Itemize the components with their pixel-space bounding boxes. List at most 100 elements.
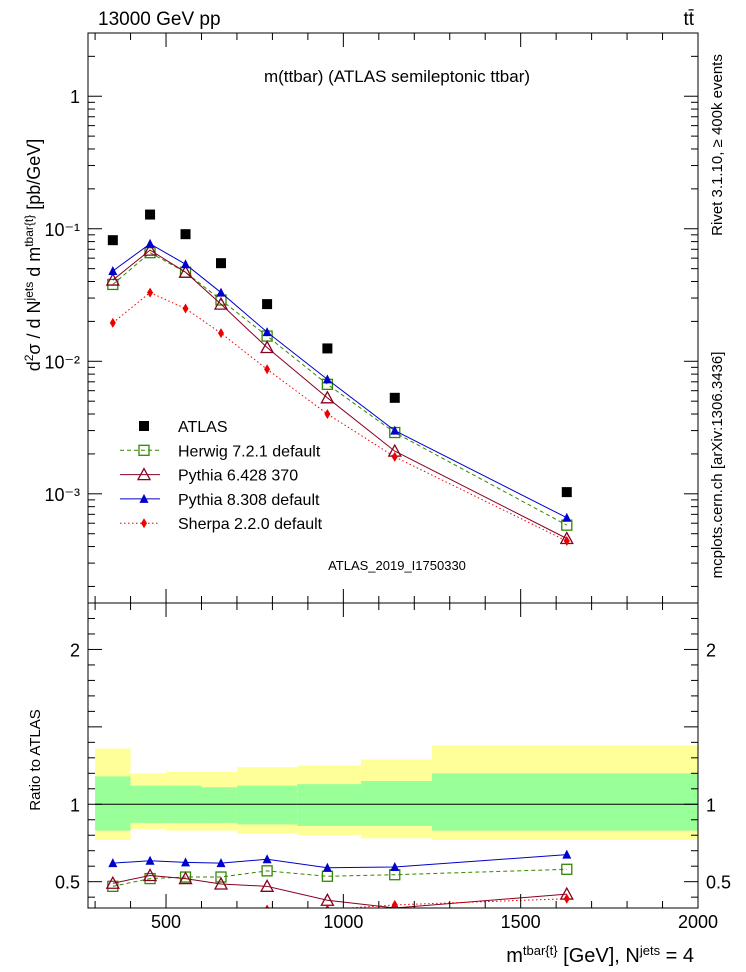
ratio-y-tick-label: 1 bbox=[70, 795, 80, 815]
series-line-herwig-7-2-1-default bbox=[112, 252, 568, 526]
data-point-pythia-8-308-default bbox=[562, 512, 572, 522]
data-point-pythia-8-308-default bbox=[216, 858, 226, 868]
series-line-pythia-8-308-default bbox=[112, 854, 567, 869]
data-point-sherpa-2-2-0-default bbox=[325, 904, 330, 908]
x-tick-label: 500 bbox=[151, 912, 181, 932]
legend-label-pythia-8-308-default: Pythia 8.308 default bbox=[178, 492, 320, 509]
data-point-atlas bbox=[389, 392, 400, 403]
data-point-sherpa-2-2-0-default bbox=[265, 904, 270, 908]
legend: ATLAS Herwig 7.2.1 default Pythia 6.428 37… bbox=[120, 419, 323, 533]
legend-marker-atlas bbox=[139, 421, 149, 431]
data-point-herwig-7-2-1-default bbox=[261, 865, 273, 877]
data-point-pythia-6-428-370 bbox=[178, 264, 193, 278]
data-point-sherpa-2-2-0-default bbox=[147, 287, 154, 298]
data-point-pythia-6-428-370 bbox=[178, 871, 193, 885]
main-y-axis-label: d2σ / d Njets d mtbar{t} [pb/GeV] bbox=[22, 139, 44, 372]
data-point-sherpa-2-2-0-default bbox=[324, 409, 331, 420]
data-point-sherpa-2-2-0-default bbox=[391, 451, 398, 462]
uncertainty-band-inner bbox=[236, 785, 298, 825]
ratio-panel: 500 1000 1500 2000 0.5 0.5 1 1 2 2 Ratio to ATLAS… bbox=[27, 602, 731, 968]
data-point-pythia-8-308-default bbox=[108, 266, 118, 276]
uncertainty-band-inner bbox=[95, 776, 131, 831]
series-line-pythia-6-428-370 bbox=[112, 874, 567, 908]
data-point-pythia-6-428-370 bbox=[320, 390, 335, 404]
ratio-y-tick-label: 2 bbox=[70, 640, 80, 660]
data-point-pythia-8-308-default bbox=[108, 858, 118, 868]
rivet-label: Rivet 3.1.10, ≥ 400k events bbox=[709, 54, 726, 236]
x-tick-label: 1000 bbox=[323, 912, 363, 932]
mcplots-label: mcplots.cern.ch [arXiv:1306.3436] bbox=[709, 352, 726, 579]
main-panel: 10⁻³ 10⁻² 10⁻¹ 1 m(ttbar) (ATLAS semilepton… bbox=[22, 32, 699, 604]
data-point-pythia-8-308-default bbox=[181, 259, 191, 269]
data-point-pythia-8-308-default bbox=[145, 855, 155, 865]
data-point-sherpa-2-2-0-default bbox=[110, 917, 116, 927]
legend-marker-pythia-6-428-370 bbox=[136, 467, 152, 481]
data-point-atlas bbox=[215, 258, 226, 269]
data-point-pythia-8-308-default bbox=[322, 374, 332, 384]
data-point-pythia-6-428-370 bbox=[213, 296, 229, 310]
data-point-sherpa-2-2-0-default bbox=[264, 364, 271, 375]
data-point-pythia-8-308-default bbox=[390, 425, 400, 435]
ratio-y-tick-label-right: 2 bbox=[706, 640, 716, 660]
legend-label-herwig-7-2-1-default: Herwig 7.2.1 default bbox=[178, 443, 321, 460]
ratio-y-tick-label-right: 1 bbox=[706, 795, 716, 815]
y-tick-label: 1 bbox=[70, 87, 80, 107]
series-line-herwig-7-2-1-default bbox=[112, 868, 567, 887]
legend-marker-herwig-7-2-1-default bbox=[138, 444, 150, 456]
data-point-pythia-6-428-370 bbox=[260, 340, 275, 354]
x-tick-label: 1500 bbox=[501, 912, 541, 932]
data-point-sherpa-2-2-0-default bbox=[563, 536, 570, 547]
data-point-sherpa-2-2-0-default bbox=[109, 317, 116, 328]
ratio-y-axis-label: Ratio to ATLAS bbox=[27, 709, 44, 810]
ratio-y-tick-label-right: 0.5 bbox=[706, 873, 731, 893]
series-line-pythia-8-308-default bbox=[112, 243, 568, 519]
data-point-atlas bbox=[107, 235, 118, 246]
data-point-pythia-6-428-370 bbox=[142, 242, 158, 256]
data-point-sherpa-2-2-0-default bbox=[183, 911, 189, 921]
data-point-pythia-6-428-370 bbox=[260, 878, 275, 892]
uncertainty-band-inner bbox=[432, 773, 698, 831]
y-tick-label: 10⁻² bbox=[44, 352, 80, 372]
x-tick-label: 2000 bbox=[678, 912, 718, 932]
data-point-pythia-6-428-370 bbox=[105, 875, 120, 889]
legend-label-sherpa-2-2-0-default: Sherpa 2.2.0 default bbox=[178, 516, 323, 533]
data-point-atlas bbox=[262, 299, 273, 310]
data-point-pythia-8-308-default bbox=[216, 287, 226, 297]
data-point-herwig-7-2-1-default bbox=[561, 863, 573, 875]
main-title: m(ttbar) (ATLAS semileptonic ttbar) bbox=[264, 67, 530, 86]
data-point-pythia-6-428-370 bbox=[213, 876, 229, 890]
data-point-atlas bbox=[322, 343, 333, 354]
data-point-herwig-7-2-1-default bbox=[215, 871, 227, 883]
data-point-pythia-8-308-default bbox=[262, 854, 272, 864]
watermark: ATLAS_2019_I1750330 bbox=[328, 558, 466, 573]
data-point-atlas bbox=[145, 209, 156, 220]
data-point-sherpa-2-2-0-default bbox=[391, 899, 398, 908]
data-point-pythia-8-308-default bbox=[145, 238, 155, 248]
legend-marker-pythia-8-308-default bbox=[139, 493, 149, 503]
uncertainty-band-inner bbox=[201, 787, 237, 823]
ratio-y-tick-label: 0.5 bbox=[55, 873, 80, 893]
legend-marker-sherpa-2-2-0-default bbox=[141, 518, 147, 529]
y-tick-label: 10⁻³ bbox=[44, 485, 80, 505]
legend-label-pythia-6-428-370: Pythia 6.428 370 bbox=[178, 468, 298, 485]
legend-label-atlas: ATLAS bbox=[178, 419, 228, 436]
data-point-pythia-6-428-370 bbox=[105, 272, 120, 286]
data-point-sherpa-2-2-0-default bbox=[220, 907, 222, 908]
uncertainty-band-inner bbox=[361, 781, 433, 826]
data-point-atlas bbox=[180, 229, 191, 240]
data-point-pythia-6-428-370 bbox=[142, 868, 158, 882]
data-point-pythia-8-308-default bbox=[181, 857, 191, 867]
data-point-sherpa-2-2-0-default bbox=[217, 328, 224, 339]
data-point-pythia-8-308-default bbox=[390, 861, 400, 871]
header-right: tt̄ bbox=[683, 9, 694, 30]
y-tick-label: 10⁻¹ bbox=[44, 220, 80, 240]
data-point-pythia-8-308-default bbox=[262, 327, 272, 337]
data-point-atlas bbox=[561, 487, 572, 498]
data-point-pythia-8-308-default bbox=[322, 862, 332, 872]
data-point-sherpa-2-2-0-default bbox=[182, 303, 189, 314]
x-axis-label: mtbar{t} [GeV], Njets = 4 bbox=[506, 943, 694, 968]
uncertainty-band-inner bbox=[297, 784, 362, 826]
header-left: 13000 GeV pp bbox=[98, 9, 221, 30]
data-point-sherpa-2-2-0-default bbox=[563, 893, 570, 904]
